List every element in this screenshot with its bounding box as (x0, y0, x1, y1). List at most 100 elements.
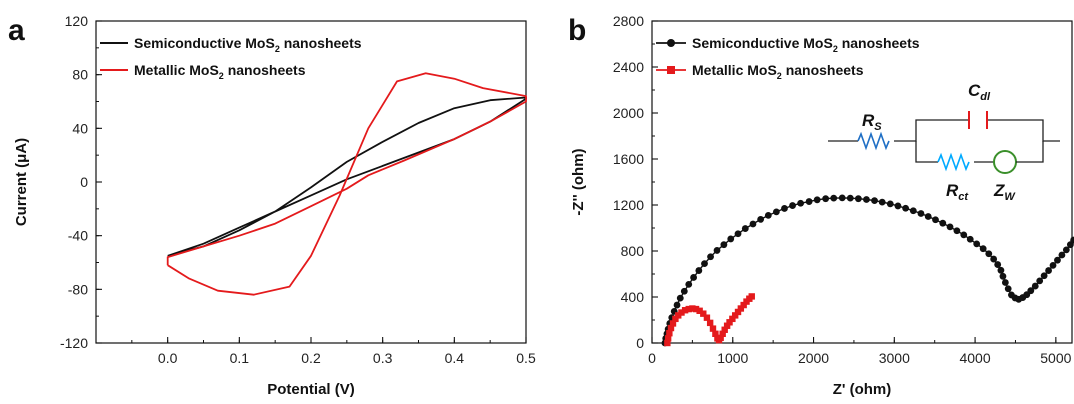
cv-x-axis-label: Potential (V) (267, 381, 355, 398)
eis-x-tick-label: 0 (648, 350, 656, 366)
eis-point-1 (731, 312, 739, 319)
eis-point-0 (707, 253, 714, 261)
eis-point-0 (797, 199, 805, 207)
eis-point-1 (664, 335, 672, 342)
eis-point-0 (720, 241, 728, 249)
cv-axis-ticks: 0.0 0.1 0.2 0.3 0.4 0.5 -120 -80 -40 0 40 80 120 (60, 13, 536, 366)
cv-x-tick-label: 0.2 (301, 350, 321, 366)
eis-point-0 (813, 196, 821, 204)
eis-point-0 (886, 200, 894, 208)
eis-point-1 (696, 307, 703, 314)
eis-point-0 (1062, 246, 1070, 254)
eis-chart: 0 1000 2000 3000 4000 5000 0 400 800 1200 1600 2000… (570, 13, 1074, 398)
eis-point-1 (748, 293, 755, 300)
eis-point-0 (1070, 236, 1074, 244)
eis-y-tick-label: 800 (621, 243, 645, 259)
eis-x-tick-label: 2000 (798, 350, 829, 366)
eis-point-1 (723, 322, 731, 329)
eis-point-0 (946, 223, 954, 231)
rct-label: Rct (946, 181, 969, 203)
cv-x-tick-label: 0.3 (373, 350, 393, 366)
eis-point-0 (939, 219, 947, 227)
eis-point-0 (932, 216, 939, 224)
eis-point-1 (719, 330, 726, 337)
eis-point-0 (924, 213, 932, 220)
cv-x-tick-label: 0.1 (230, 350, 250, 366)
eis-point-0 (680, 287, 688, 295)
eis-x-tick-label: 5000 (1040, 350, 1071, 366)
eis-point-1 (729, 315, 736, 323)
eis-point-0 (772, 208, 780, 216)
cv-y-tick-label: 0 (80, 174, 88, 190)
rct-resistor (937, 152, 970, 172)
eis-point-1 (717, 334, 724, 342)
eis-point-1 (678, 309, 685, 316)
eis-point-1 (712, 330, 719, 337)
eis-point-0 (1045, 267, 1052, 274)
cv-y-tick-label: 80 (72, 67, 88, 83)
eis-legend-marker-semiconductive (667, 39, 675, 47)
eis-point-0 (871, 197, 878, 205)
eis-point-0 (1040, 272, 1048, 280)
equivalent-circuit-inset: RS Cdl Rct ZW (828, 81, 1060, 203)
eis-point-0 (966, 235, 974, 243)
eis-point-0 (999, 272, 1007, 280)
cv-chart: 0.0 0.1 0.2 0.3 0.4 0.5 -120 -80 -40 0 40 80 120 Sem… (13, 13, 536, 398)
eis-y-tick-label: 2000 (613, 105, 644, 121)
eis-point-0 (997, 266, 1005, 274)
eis-point-0 (846, 194, 854, 202)
eis-point-0 (734, 230, 742, 238)
eis-y-tick-label: 2400 (613, 59, 644, 75)
rs-resistor (857, 131, 890, 151)
rs-label: RS (862, 111, 882, 133)
eis-point-1 (685, 305, 692, 313)
eis-point-1 (681, 307, 689, 314)
eis-point-1 (675, 312, 682, 319)
eis-point-0 (960, 231, 968, 239)
eis-point-0 (994, 261, 1002, 268)
eis-axis-ticks: 0 1000 2000 3000 4000 5000 0 400 800 1200 1600 2000… (613, 13, 1072, 366)
circuit-wire-upper-right (988, 119, 1060, 142)
cv-series (166, 72, 527, 296)
cv-y-tick-label: 40 (72, 120, 88, 136)
eis-legend-label-semiconductive: Semiconductive MoS2 nanosheets (692, 35, 920, 54)
eis-point-1 (740, 301, 747, 309)
eis-y-tick-label: 2800 (613, 13, 644, 29)
eis-point-1 (706, 319, 714, 327)
eis-point-0 (1027, 287, 1035, 295)
eis-point-1 (734, 308, 742, 316)
eis-point-0 (878, 198, 886, 206)
eis-point-0 (713, 247, 721, 254)
eis-point-0 (830, 194, 838, 202)
cv-x-tick-label: 0.0 (158, 350, 178, 366)
eis-point-0 (854, 195, 862, 203)
cv-x-tick-label: 0.5 (516, 350, 536, 366)
eis-point-0 (673, 301, 681, 309)
eis-y-tick-label: 400 (621, 289, 645, 305)
eis-point-0 (894, 202, 902, 210)
eis-point-1 (666, 330, 673, 337)
eis-point-1 (689, 305, 696, 312)
eis-point-0 (822, 195, 830, 203)
eis-point-0 (1049, 261, 1057, 269)
eis-point-1 (692, 305, 700, 313)
circuit-wire-lower-branch (915, 141, 938, 163)
eis-point-0 (727, 235, 735, 243)
eis-point-0 (838, 194, 846, 202)
eis-point-0 (695, 267, 703, 274)
eis-legend: Semiconductive MoS2 nanosheets Metallic … (656, 35, 920, 81)
eis-point-0 (985, 250, 993, 258)
cv-y-tick-label: -80 (68, 281, 88, 297)
panel-label-b: b (568, 14, 586, 47)
eis-x-tick-label: 1000 (717, 350, 748, 366)
eis-point-0 (909, 207, 917, 215)
cv-x-tick-label: 0.4 (445, 350, 465, 366)
cv-y-axis-label: Current (μA) (13, 138, 30, 226)
eis-point-1 (709, 325, 717, 332)
eis-legend-marker-metallic (667, 66, 675, 74)
eis-point-1 (700, 310, 707, 317)
eis-x-tick-label: 3000 (879, 350, 910, 366)
warburg-element (993, 150, 1017, 174)
cv-y-tick-label: -120 (60, 335, 88, 351)
